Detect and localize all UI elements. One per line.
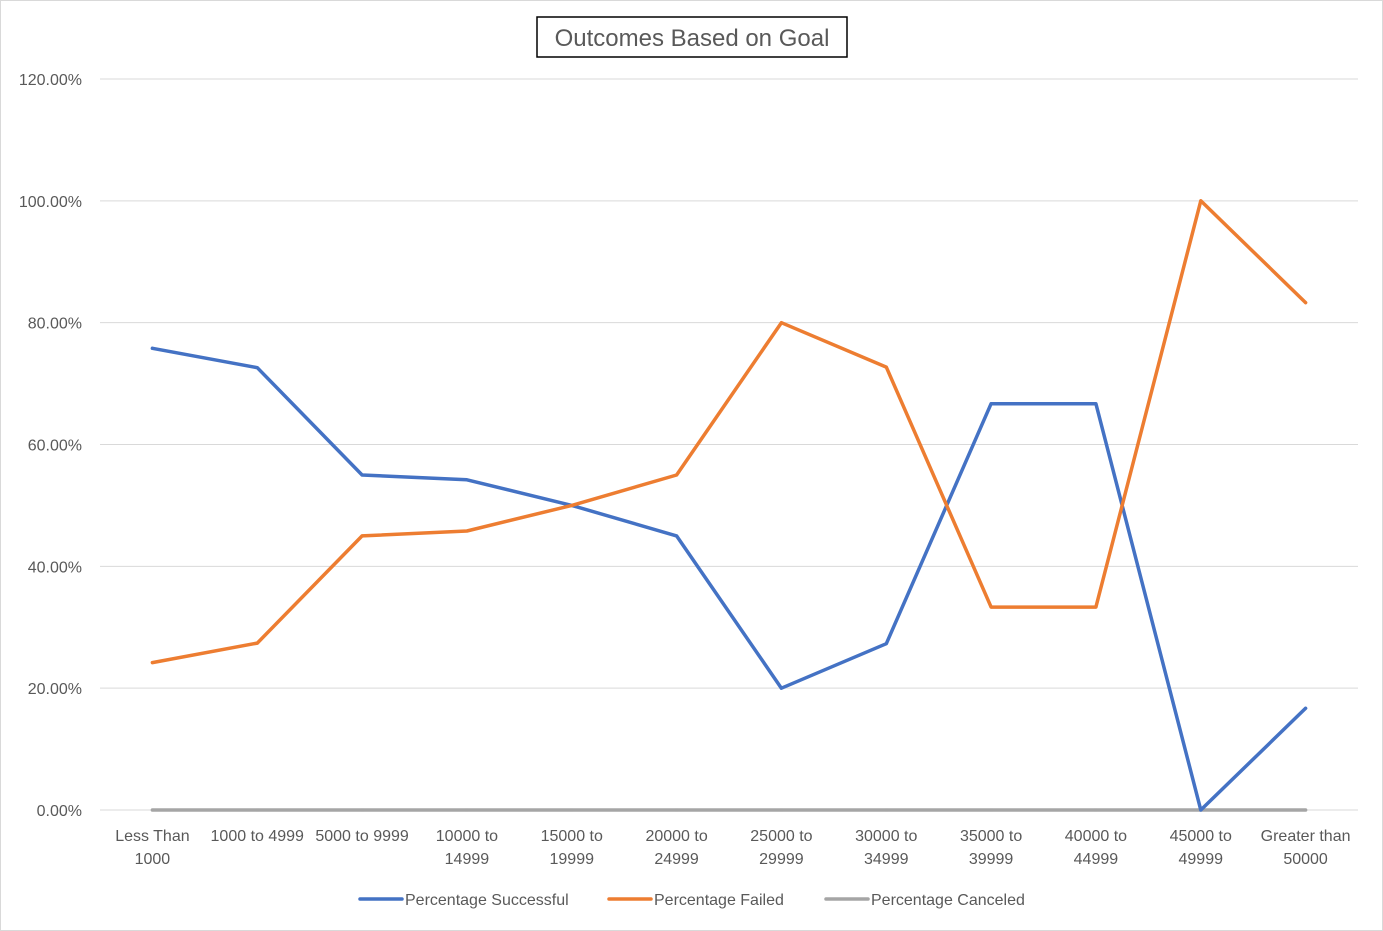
data-point (675, 473, 679, 477)
data-point (465, 808, 469, 812)
data-point (1094, 808, 1098, 812)
legend-label: Percentage Failed (654, 892, 784, 909)
y-tick-label: 60.00% (28, 438, 82, 455)
legend-item-percentage-failed: Percentage Failed (607, 892, 784, 909)
data-point (360, 808, 364, 812)
x-tick-label: 15000 to 19999 (541, 828, 603, 868)
x-tick-label: 5000 to 9999 (315, 828, 409, 845)
data-point (360, 534, 364, 538)
y-tick-label: 40.00% (28, 559, 82, 576)
data-point (1304, 706, 1308, 710)
chart-title-border (536, 16, 848, 58)
data-point (779, 686, 783, 690)
data-point (884, 365, 888, 369)
x-tick-label: 10000 to 14999 (436, 828, 498, 868)
data-point (255, 808, 259, 812)
data-point (1304, 301, 1308, 305)
data-point (884, 642, 888, 646)
x-tick-label: 30000 to 34999 (855, 828, 917, 868)
series-line-percentage-failed (150, 199, 1308, 665)
data-point (989, 605, 993, 609)
data-point (1094, 402, 1098, 406)
data-point (570, 808, 574, 812)
y-tick-label: 0.00% (37, 803, 82, 820)
chart-title-box: Outcomes Based on Goal (536, 16, 848, 58)
legend-label: Percentage Canceled (871, 892, 1025, 909)
data-point (360, 473, 364, 477)
data-point (779, 321, 783, 325)
data-point (1304, 808, 1308, 812)
data-point (570, 503, 574, 507)
data-point (150, 346, 154, 350)
data-point (1199, 808, 1203, 812)
series-line-percentage-successful (150, 346, 1308, 812)
legend-item-percentage-canceled: Percentage Canceled (824, 892, 1025, 909)
data-point (675, 534, 679, 538)
x-tick-label: 40000 to 44999 (1065, 828, 1127, 868)
legend-item-percentage-successful: Percentage Successful (358, 892, 569, 909)
x-tick-label: 35000 to 39999 (960, 828, 1022, 868)
data-point (675, 808, 679, 812)
x-tick-label: 20000 to 24999 (645, 828, 707, 868)
data-point (255, 641, 259, 645)
data-point (150, 808, 154, 812)
data-point (989, 402, 993, 406)
data-point (989, 808, 993, 812)
x-tick-label: Less Than 1000 (115, 828, 189, 868)
data-point (255, 366, 259, 370)
y-tick-label: 80.00% (28, 316, 82, 333)
y-tick-label: 100.00% (19, 194, 82, 211)
y-tick-label: 20.00% (28, 681, 82, 698)
x-tick-label: Greater than 50000 (1261, 828, 1351, 868)
data-point (884, 808, 888, 812)
chart-title: Outcomes Based on Goal (555, 25, 830, 52)
data-point (1199, 199, 1203, 203)
data-point (150, 661, 154, 665)
x-tick-label: 1000 to 4999 (211, 828, 305, 845)
data-point (465, 529, 469, 533)
x-tick-label: 45000 to 49999 (1170, 828, 1232, 868)
x-tick-label: 25000 to 29999 (750, 828, 812, 868)
legend-label: Percentage Successful (405, 892, 569, 909)
y-tick-label: 120.00% (19, 72, 82, 89)
data-point (779, 808, 783, 812)
data-point (465, 478, 469, 482)
data-point (1094, 605, 1098, 609)
